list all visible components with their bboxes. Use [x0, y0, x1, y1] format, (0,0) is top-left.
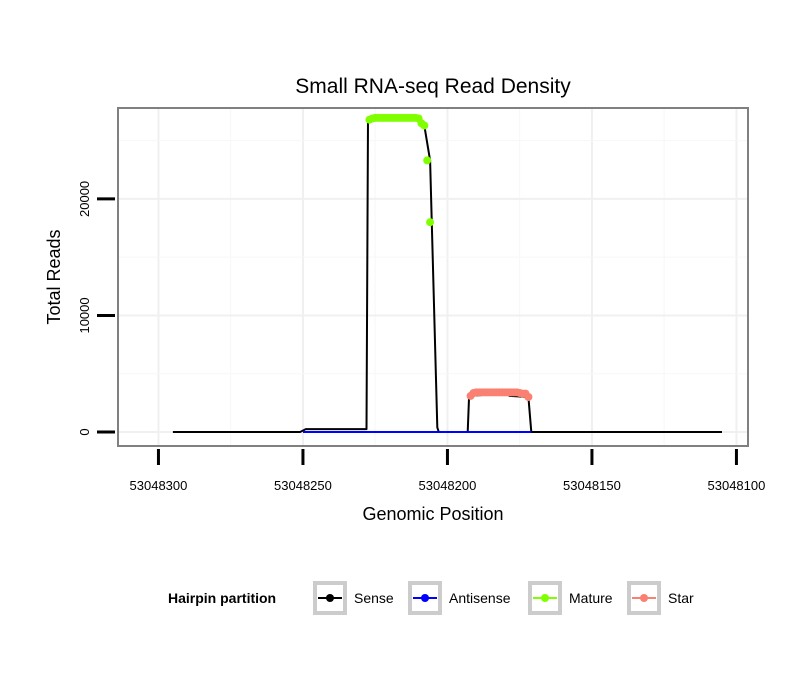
legend-key-point: [640, 594, 648, 602]
star-point: [524, 393, 533, 401]
plot-border: [117, 107, 749, 447]
legend-label: Antisense: [449, 590, 511, 606]
y-axis: 0 10000 20000: [77, 181, 115, 436]
mature-point: [420, 121, 429, 130]
legend-key-point: [541, 594, 549, 602]
legend-label: Star: [668, 590, 694, 606]
mature-point: [426, 218, 435, 227]
y-tick-label: 10000: [77, 297, 92, 333]
x-tick-label: 53048200: [419, 478, 477, 493]
x-tick-label: 53048300: [130, 478, 188, 493]
legend: Hairpin partition Sense Antisense Mature St…: [168, 581, 694, 615]
x-axis-label: Genomic Position: [362, 504, 503, 524]
x-tick-label: 53048100: [708, 478, 766, 493]
legend-key-point: [326, 594, 334, 602]
legend-label: Mature: [569, 590, 613, 606]
legend-item-sense: Sense: [313, 581, 394, 615]
y-tick-label: 20000: [77, 181, 92, 217]
x-tick-label: 53048250: [274, 478, 332, 493]
x-tick-label: 53048150: [563, 478, 621, 493]
x-axis: 53048300 53048250 53048200 53048150 53048100: [130, 449, 766, 493]
legend-label: Sense: [354, 590, 394, 606]
chart-title: Small RNA-seq Read Density: [295, 75, 571, 98]
legend-title: Hairpin partition: [168, 590, 276, 606]
legend-key-point: [421, 594, 429, 602]
legend-item-antisense: Antisense: [408, 581, 511, 615]
series-layer: [172, 113, 722, 433]
legend-item-mature: Mature: [528, 581, 613, 615]
y-axis-label: Total Reads: [44, 229, 64, 324]
y-tick-label: 0: [77, 428, 92, 435]
legend-item-star: Star: [627, 581, 694, 615]
mature-point: [423, 156, 432, 165]
